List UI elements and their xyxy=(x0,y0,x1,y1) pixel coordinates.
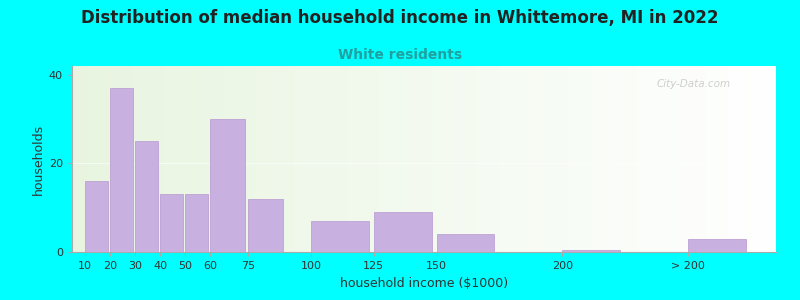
X-axis label: household income ($1000): household income ($1000) xyxy=(340,277,508,290)
Text: Distribution of median household income in Whittemore, MI in 2022: Distribution of median household income … xyxy=(82,9,718,27)
Text: City-Data.com: City-Data.com xyxy=(656,79,730,89)
Bar xyxy=(185,194,208,252)
Bar xyxy=(688,239,746,252)
Bar xyxy=(160,194,183,252)
Bar xyxy=(374,212,431,252)
Bar xyxy=(437,234,494,252)
Y-axis label: households: households xyxy=(32,123,45,195)
Text: White residents: White residents xyxy=(338,48,462,62)
Bar xyxy=(110,88,133,252)
Bar xyxy=(85,181,108,252)
Bar xyxy=(248,199,282,252)
Bar xyxy=(135,141,158,252)
Bar xyxy=(562,250,620,252)
Bar xyxy=(311,221,369,252)
Bar xyxy=(210,119,245,252)
